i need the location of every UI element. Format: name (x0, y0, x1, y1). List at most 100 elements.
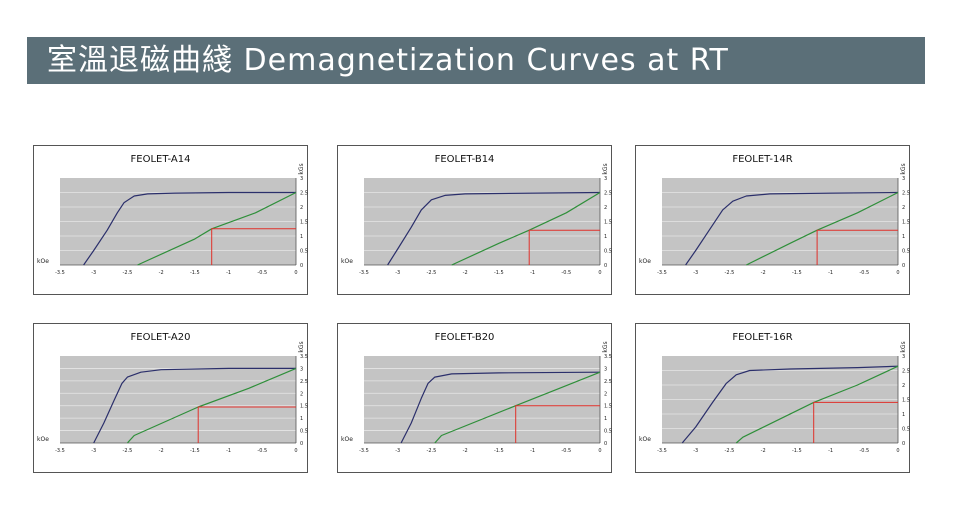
x-tick-label: 0 (598, 270, 601, 276)
y-tick-label: 1.5 (300, 404, 308, 410)
x-tick-label: -2 (761, 448, 766, 454)
x-tick-label: -1 (530, 270, 535, 276)
y-tick-label: 0 (300, 441, 303, 447)
y-tick-label: 0.5 (902, 427, 910, 433)
x-tick-label: -1 (226, 270, 231, 276)
y-tick-label: 2 (902, 205, 905, 211)
y-tick-label: 1 (902, 234, 905, 240)
y-tick-label: 0 (300, 263, 303, 269)
working-point-line (197, 406, 296, 443)
x-tick-label: -0.5 (859, 270, 869, 276)
demag-curve-b (681, 365, 899, 444)
x-tick-label: -3.5 (657, 448, 667, 454)
y-tick-label: 2.5 (300, 191, 308, 197)
x-tick-label: 0 (598, 448, 601, 454)
x-tick-label: -3 (395, 448, 400, 454)
x-tick-label: 0 (294, 448, 297, 454)
x-tick-label: -0.5 (257, 270, 267, 276)
x-tick-label: -3 (693, 448, 698, 454)
x-tick-label: 0 (294, 270, 297, 276)
y-tick-label: 3 (902, 176, 905, 182)
y-tick-label: 0 (604, 441, 607, 447)
page-title: 室溫退磁曲綫 Demagnetization Curves at RT (47, 43, 729, 78)
x-tick-label: -2.5 (725, 270, 735, 276)
chart-panel-3: FEOLET-14R -3.5 -3 -2.5 -2 -1.5 -1 -0.5 0 0 0.5 1 1.… (635, 145, 910, 295)
y-tick-label: 0 (902, 263, 905, 269)
y-axis-label: kGs (602, 341, 609, 352)
y-axis-label: kGs (602, 163, 609, 174)
x-tick-label: 0 (896, 270, 899, 276)
y-tick-label: 3 (300, 366, 303, 372)
chart-panel-1: FEOLET-A14 -3.5 -3 -2.5 -2 -1.5 -1 -0.5 0 0 0.5 1 1.… (33, 145, 308, 295)
y-tick-label: 0.5 (604, 429, 612, 435)
y-tick-label: 2 (300, 205, 303, 211)
y-tick-label: 0.5 (300, 249, 308, 255)
y-tick-label: 3.5 (604, 354, 612, 360)
chart-svg: FEOLET-A20 -3.5 -3 -2.5 -2 -1.5 -1 -0.5 00 0.5 1 1.… (33, 323, 308, 473)
y-tick-label: 2 (604, 205, 607, 211)
x-tick-label: -1.5 (190, 270, 200, 276)
chart-panel-4: FEOLET-A20 -3.5 -3 -2.5 -2 -1.5 -1 -0.5 0 0 0.5 1 1.… (33, 323, 308, 473)
chart-title: FEOLET-16R (732, 332, 792, 343)
y-tick-label: 1 (300, 416, 303, 422)
working-point-line (515, 405, 600, 443)
y-tick-label: 2 (300, 391, 303, 397)
working-point-line (813, 401, 898, 443)
x-axis-label: kOe (37, 258, 49, 265)
y-tick-label: 3 (300, 176, 303, 182)
y-axis-label: kGs (900, 163, 907, 174)
x-tick-label: -1 (530, 448, 535, 454)
y-tick-label: 1 (300, 234, 303, 240)
x-tick-label: -2.5 (123, 448, 133, 454)
x-tick-label: -1 (226, 448, 231, 454)
y-tick-label: 1.5 (604, 220, 612, 226)
y-tick-label: 1.5 (902, 220, 910, 226)
y-tick-label: 2.5 (902, 369, 910, 375)
demag-curve-b (83, 191, 296, 266)
x-tick-label: -0.5 (561, 448, 571, 454)
x-tick-label: -1.5 (494, 270, 504, 276)
x-tick-label: -2 (463, 270, 468, 276)
plot-area (60, 356, 296, 443)
x-tick-label: -3.5 (657, 270, 667, 276)
x-tick-label: -2 (463, 448, 468, 454)
chart-svg: FEOLET-16R -3.5 -3 -2.5 -2 -1.5 -1 -0.5 00 0.5 1 1.… (635, 323, 910, 473)
chart-panel-2: FEOLET-B14 -3.5 -3 -2.5 -2 -1.5 -1 -0.5 0 0 0.5 1 1.… (337, 145, 612, 295)
x-axis-label: kOe (341, 436, 353, 443)
x-tick-label: -1.5 (190, 448, 200, 454)
x-tick-label: -0.5 (859, 448, 869, 454)
chart-svg: FEOLET-B14 -3.5 -3 -2.5 -2 -1.5 -1 -0.5 00 0.5 1 1.… (337, 145, 612, 295)
chart-svg: FEOLET-14R -3.5 -3 -2.5 -2 -1.5 -1 -0.5 00 0.5 1 1.… (635, 145, 910, 295)
y-tick-label: 2.5 (902, 191, 910, 197)
chart-title: FEOLET-A20 (131, 332, 191, 343)
x-tick-label: -1.5 (494, 448, 504, 454)
demag-curve-b (387, 191, 601, 266)
x-tick-label: -3 (693, 270, 698, 276)
y-tick-label: 0.5 (902, 249, 910, 255)
x-axis-label: kOe (341, 258, 353, 265)
y-tick-label: 2.5 (300, 379, 308, 385)
x-tick-label: -2.5 (427, 448, 437, 454)
y-tick-label: 2.5 (604, 191, 612, 197)
y-tick-label: 1 (902, 412, 905, 418)
chart-title: FEOLET-14R (732, 154, 792, 165)
x-tick-label: -3 (91, 448, 96, 454)
working-point-line (211, 228, 296, 265)
y-axis-label: kGs (900, 341, 907, 352)
x-tick-label: -2.5 (427, 270, 437, 276)
chart-svg: FEOLET-B20 -3.5 -3 -2.5 -2 -1.5 -1 -0.5 00 0.5 1 1.… (337, 323, 612, 473)
x-tick-label: -1 (828, 448, 833, 454)
x-tick-label: -0.5 (257, 448, 267, 454)
x-tick-label: -2 (159, 448, 164, 454)
y-tick-label: 3 (604, 176, 607, 182)
x-tick-label: -0.5 (561, 270, 571, 276)
x-axis-label: kOe (37, 436, 49, 443)
x-tick-label: -3.5 (359, 270, 369, 276)
x-axis-label: kOe (639, 258, 651, 265)
chart-svg: FEOLET-A14 -3.5 -3 -2.5 -2 -1.5 -1 -0.5 00 0.5 1 1.… (33, 145, 308, 295)
y-tick-label: 1 (604, 234, 607, 240)
demag-curve-b (685, 191, 899, 266)
y-tick-label: 3 (902, 354, 905, 360)
plot-area (364, 356, 600, 443)
x-tick-label: -3.5 (55, 270, 65, 276)
